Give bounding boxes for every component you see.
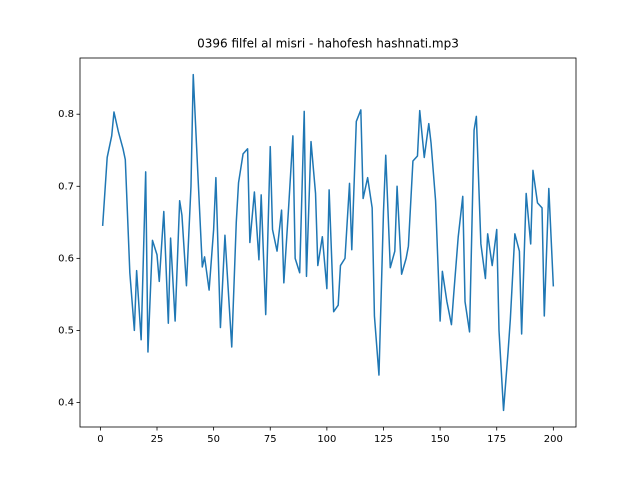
x-tick-label: 100 (317, 434, 336, 445)
y-tick-label: 0.7 (58, 181, 74, 192)
x-tick-label: 150 (431, 434, 450, 445)
x-tick-label: 25 (151, 434, 164, 445)
x-tick-label: 50 (207, 434, 220, 445)
y-tick-label: 0.8 (58, 109, 74, 120)
x-tick-label: 175 (487, 434, 506, 445)
y-tick-label: 0.6 (58, 253, 74, 264)
x-tick-label: 200 (544, 434, 563, 445)
chart-title: 0396 filfel al misri - hahofesh hashnati… (197, 37, 459, 51)
y-tick-label: 0.5 (58, 325, 74, 336)
plot-frame (79, 57, 577, 428)
data-line (101, 73, 555, 412)
x-tick-label: 0 (97, 434, 103, 445)
y-tick-label: 0.4 (58, 397, 74, 408)
x-tick-label: 125 (374, 434, 393, 445)
x-tick-label: 75 (264, 434, 277, 445)
